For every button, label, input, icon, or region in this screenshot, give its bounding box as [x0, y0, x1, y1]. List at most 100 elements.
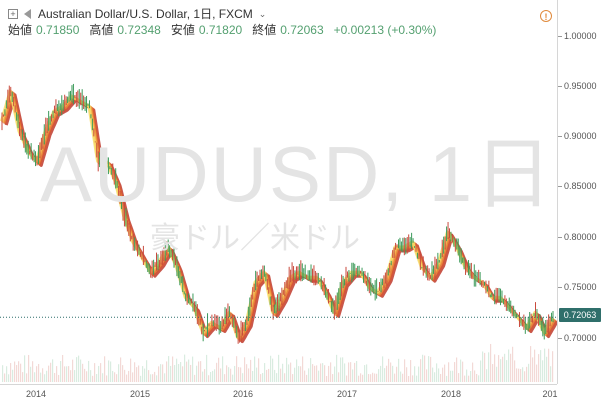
volume-bar — [418, 366, 420, 382]
volume-bar — [464, 375, 466, 382]
volume-bar — [526, 366, 528, 382]
volume-bar — [150, 374, 152, 382]
volume-bar — [382, 356, 384, 382]
time-tick: 2017 — [336, 389, 358, 399]
price-axis[interactable]: 1.00000 0.95000 0.90000 0.85000 0.80000 … — [557, 0, 603, 384]
volume-bar — [140, 375, 142, 382]
volume-bar — [206, 354, 208, 382]
warning-icon[interactable]: ! — [540, 10, 552, 22]
volume-bar — [158, 366, 160, 382]
volume-bar — [112, 370, 114, 382]
volume-bar — [298, 366, 300, 382]
time-axis[interactable]: 2014 2015 2016 2017 2018 201 — [0, 384, 558, 403]
current-price-tag: 0.72063 — [559, 308, 601, 322]
volume-bar — [266, 369, 268, 382]
volume-bar — [126, 374, 128, 382]
volume-bar — [262, 373, 264, 382]
volume-bar — [398, 358, 400, 382]
volume-bar — [248, 368, 250, 382]
volume-bar — [272, 358, 274, 382]
volume-bar — [228, 367, 230, 382]
flag-icon[interactable] — [24, 9, 31, 19]
volume-bar — [468, 375, 470, 382]
volume-bar — [260, 374, 262, 382]
volume-bar — [124, 369, 126, 382]
volume-bar — [270, 355, 272, 382]
volume-bar — [374, 373, 376, 382]
volume-bar — [66, 366, 68, 382]
ohlc-row: 始値 0.71850 高値 0.72348 安値 0.71820 終値 0.72063 … — [8, 22, 436, 38]
time-tick: 2014 — [25, 389, 47, 399]
volume-bar — [214, 369, 216, 382]
volume-bar — [174, 365, 176, 382]
volume-bar — [180, 362, 182, 382]
volume-bar — [4, 373, 6, 382]
volume-bar — [100, 363, 102, 382]
volume-bar — [42, 368, 44, 382]
volume-bar — [530, 346, 532, 382]
volume-bar — [356, 361, 358, 382]
volume-bar — [428, 356, 430, 382]
chevron-down-icon[interactable]: ⌄ — [258, 9, 267, 19]
volume-bar — [384, 368, 386, 382]
volume-bar — [522, 367, 524, 382]
volume-bar — [176, 358, 178, 382]
volume-bar — [242, 373, 244, 382]
volume-bar — [110, 361, 112, 382]
volume-bar — [190, 364, 192, 382]
volume-bar — [220, 368, 222, 382]
volume-bar — [488, 352, 490, 382]
time-tick: 201 — [542, 389, 558, 399]
volume-bar — [414, 366, 416, 382]
symbol-title[interactable]: Australian Dollar/U.S. Dollar, 1日, FXCM — [38, 7, 253, 21]
volume-bar — [432, 367, 434, 382]
change-value: +0.00213 (+0.30%) — [333, 23, 437, 37]
price-tick: 1.00000 — [564, 31, 597, 41]
volume-bar — [390, 362, 392, 382]
volume-bar — [368, 374, 370, 382]
volume-bar — [48, 365, 50, 382]
close-label: 終値 — [252, 23, 277, 37]
volume-bar — [366, 364, 368, 382]
volume-bar — [194, 374, 196, 382]
volume-bar — [130, 358, 132, 382]
volume-bar — [460, 359, 462, 382]
volume-bar — [80, 359, 82, 382]
volume-bar — [396, 366, 398, 382]
volume-bar — [22, 372, 24, 382]
volume-bar — [274, 369, 276, 382]
volume-bar — [442, 367, 444, 382]
high-value: 0.72348 — [117, 23, 161, 37]
volume-bar — [238, 367, 240, 382]
price-plot[interactable] — [0, 0, 557, 384]
volume-bar — [44, 374, 46, 382]
collapse-legend-icon[interactable]: + — [8, 9, 18, 19]
volume-bar — [162, 364, 164, 382]
volume-bar — [536, 364, 538, 382]
volume-bar — [8, 374, 10, 382]
volume-bar — [296, 359, 298, 382]
volume-bar — [308, 368, 310, 382]
volume-bar — [106, 375, 108, 382]
volume-bar — [484, 352, 486, 382]
volume-bar — [232, 374, 234, 382]
volume-bar — [50, 362, 52, 382]
volume-bar — [288, 364, 290, 382]
volume-bar — [284, 373, 286, 382]
volume-bar — [224, 374, 226, 382]
volume-bar — [70, 370, 72, 382]
volume-bar — [12, 369, 14, 382]
volume-bar — [172, 356, 174, 382]
volume-bar — [470, 371, 472, 382]
volume-bar — [280, 368, 282, 382]
volume-bar — [88, 360, 90, 382]
volume-bar — [230, 368, 232, 382]
volume-bar — [480, 360, 482, 382]
volume-bar — [400, 371, 402, 382]
volume-bar — [16, 365, 18, 382]
volume-bar — [252, 370, 254, 382]
volume-bar — [300, 366, 302, 382]
time-tick: 2018 — [440, 389, 462, 399]
volume-bar — [416, 375, 418, 382]
